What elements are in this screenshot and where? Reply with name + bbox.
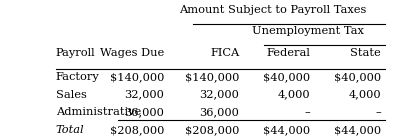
Text: 36,000: 36,000 bbox=[124, 107, 164, 117]
Text: 4,000: 4,000 bbox=[349, 90, 381, 100]
Text: $40,000: $40,000 bbox=[263, 72, 310, 82]
Text: 4,000: 4,000 bbox=[278, 90, 310, 100]
Text: 32,000: 32,000 bbox=[200, 90, 239, 100]
Text: FICA: FICA bbox=[210, 48, 239, 58]
Text: Amount Subject to Payroll Taxes: Amount Subject to Payroll Taxes bbox=[179, 5, 366, 15]
Text: Wages Due: Wages Due bbox=[100, 48, 164, 58]
Text: –: – bbox=[304, 107, 310, 117]
Text: $208,000: $208,000 bbox=[185, 125, 239, 135]
Text: Unemployment Tax: Unemployment Tax bbox=[252, 26, 364, 36]
Text: 36,000: 36,000 bbox=[200, 107, 239, 117]
Text: Factory: Factory bbox=[55, 72, 100, 82]
Text: $40,000: $40,000 bbox=[334, 72, 381, 82]
Text: State: State bbox=[350, 48, 381, 58]
Text: 32,000: 32,000 bbox=[124, 90, 164, 100]
Text: –: – bbox=[375, 107, 381, 117]
Text: Payroll: Payroll bbox=[55, 48, 95, 58]
Text: Total: Total bbox=[55, 125, 84, 135]
Text: $208,000: $208,000 bbox=[110, 125, 164, 135]
Text: Sales: Sales bbox=[55, 90, 87, 100]
Text: Administrative: Administrative bbox=[55, 107, 141, 117]
Text: Federal: Federal bbox=[266, 48, 310, 58]
Text: $140,000: $140,000 bbox=[110, 72, 164, 82]
Text: $44,000: $44,000 bbox=[334, 125, 381, 135]
Text: $44,000: $44,000 bbox=[263, 125, 310, 135]
Text: $140,000: $140,000 bbox=[185, 72, 239, 82]
